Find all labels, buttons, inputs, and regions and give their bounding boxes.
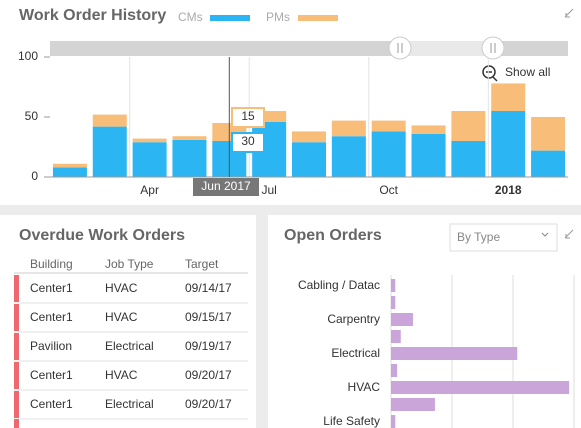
- column-header: Job Type: [105, 257, 154, 271]
- bar[interactable]: [52, 163, 87, 168]
- tooltip-box: [231, 107, 265, 128]
- cell: HVAC: [105, 368, 138, 382]
- legend-label: PMs: [266, 10, 290, 24]
- expand-glyph: [564, 8, 574, 18]
- legend-label: CMs: [178, 10, 203, 24]
- y-tick-label: Electrical: [331, 346, 380, 360]
- expand-icon[interactable]: [564, 8, 574, 18]
- dropdown-label[interactable]: By Type: [457, 230, 500, 244]
- bar[interactable]: [491, 111, 526, 177]
- cell: Center1: [30, 397, 73, 411]
- column-header: Target: [185, 257, 219, 271]
- cell: Center1: [30, 281, 73, 295]
- bar[interactable]: [411, 133, 446, 177]
- cell: 09/19/17: [185, 339, 232, 353]
- legend-swatch: [298, 15, 338, 21]
- bar[interactable]: [331, 136, 366, 177]
- bar[interactable]: [391, 313, 413, 326]
- table-title: Overdue Work Orders: [19, 227, 185, 244]
- cell: Pavilion: [30, 339, 72, 353]
- cell: Center1: [30, 368, 73, 382]
- bar[interactable]: [52, 167, 87, 177]
- bar[interactable]: [172, 139, 207, 177]
- chart-title: Open Orders: [284, 227, 382, 244]
- bar[interactable]: [172, 136, 207, 140]
- tooltip-box: [231, 132, 265, 153]
- x-tick-label: 2018: [495, 183, 522, 197]
- bar[interactable]: [391, 415, 396, 428]
- cell: Center1: [30, 310, 73, 324]
- tooltip-value: 30: [241, 134, 255, 148]
- cell: HVAC: [105, 281, 138, 295]
- slider-handle[interactable]: [388, 36, 412, 60]
- bar[interactable]: [252, 111, 287, 122]
- x-tick-label: Jul: [261, 183, 276, 197]
- bar[interactable]: [92, 114, 127, 127]
- hover-label: Jun 2017: [201, 179, 251, 193]
- y-tick-label: Carpentry: [327, 312, 380, 326]
- overdue-flag: [14, 333, 19, 360]
- slider-handle[interactable]: [481, 36, 505, 60]
- hover-box: [193, 178, 259, 196]
- cell: Electrical: [105, 339, 154, 353]
- bar[interactable]: [391, 381, 570, 394]
- range-window[interactable]: [400, 41, 493, 56]
- y-tick-label: HVAC: [348, 380, 381, 394]
- bar[interactable]: [391, 296, 396, 309]
- y-tick-label: 0: [31, 169, 38, 183]
- zoom-label[interactable]: Show all: [505, 65, 550, 79]
- bar[interactable]: [331, 120, 366, 137]
- zoom-icon: [482, 65, 496, 79]
- bar[interactable]: [292, 131, 326, 143]
- y-tick-label: 50: [25, 109, 39, 123]
- bar[interactable]: [491, 83, 526, 111]
- bar[interactable]: [391, 279, 396, 292]
- overdue-flag: [14, 419, 19, 428]
- legend-swatch: [210, 15, 250, 21]
- cell: 09/15/17: [185, 310, 232, 324]
- expand-icon[interactable]: [564, 229, 574, 239]
- cell: Electrical: [105, 397, 154, 411]
- bar[interactable]: [451, 111, 486, 141]
- bar[interactable]: [411, 125, 446, 134]
- tooltip-value: 15: [241, 109, 255, 123]
- cell: 09/14/17: [185, 281, 232, 295]
- bar[interactable]: [531, 117, 566, 151]
- x-tick-label: Oct: [379, 183, 398, 197]
- bar[interactable]: [92, 126, 127, 177]
- overdue-flag: [14, 362, 19, 389]
- cell: HVAC: [105, 310, 138, 324]
- bar[interactable]: [451, 141, 486, 177]
- bar[interactable]: [371, 120, 406, 132]
- cell: 09/20/17: [185, 368, 232, 382]
- bar[interactable]: [391, 364, 398, 377]
- y-tick-label: Cabling / Datac: [298, 278, 380, 292]
- bar[interactable]: [391, 330, 401, 343]
- dropdown-arrow: [541, 232, 549, 237]
- y-tick-label: Life Safety: [323, 414, 380, 428]
- y-tick-label: 100: [18, 49, 38, 63]
- chart-title: Work Order History: [19, 7, 166, 24]
- bar[interactable]: [531, 150, 566, 177]
- column-header: Building: [30, 257, 73, 271]
- bar[interactable]: [132, 142, 167, 177]
- bar[interactable]: [391, 398, 435, 411]
- bar[interactable]: [292, 142, 326, 177]
- handle-grip: [397, 43, 496, 53]
- bar[interactable]: [132, 138, 167, 143]
- overdue-flag: [14, 304, 19, 331]
- bar[interactable]: [391, 347, 518, 360]
- expand-glyph: [564, 229, 574, 239]
- dropdown[interactable]: [449, 223, 558, 252]
- overdue-flag: [14, 275, 19, 302]
- zoom-glyph: [486, 71, 498, 82]
- zoom-reset[interactable]: Show all: [482, 65, 550, 82]
- x-tick-label: Apr: [140, 183, 159, 197]
- overdue-panel: [0, 215, 256, 428]
- overdue-flag: [14, 391, 19, 418]
- cell: 09/20/17: [185, 397, 232, 411]
- bar[interactable]: [371, 131, 406, 177]
